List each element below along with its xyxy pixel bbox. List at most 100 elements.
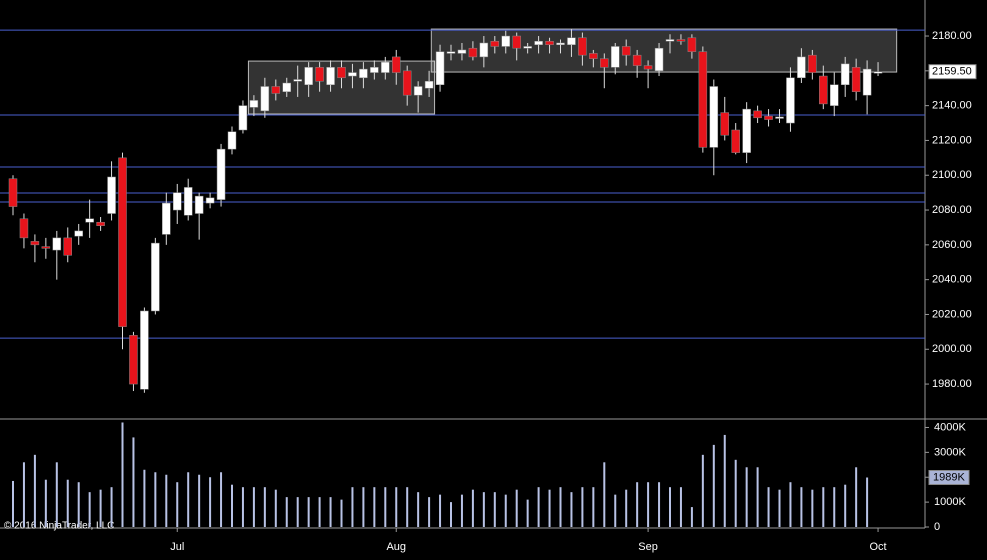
candle-body [381, 61, 390, 73]
volume-bar [537, 487, 540, 527]
volume-bar [132, 437, 135, 527]
volume-bar [548, 489, 551, 527]
volume-bar [176, 482, 179, 527]
last-price-box [928, 64, 977, 80]
volume-bar [263, 487, 266, 527]
candle-body [140, 310, 149, 390]
volume-bar [33, 454, 36, 527]
candle-body [392, 56, 401, 73]
y-tick-label: 1000K [934, 496, 966, 508]
volume-bar [307, 497, 310, 527]
candle-body [512, 35, 521, 49]
candle-body [41, 246, 51, 249]
volume-bar [231, 484, 233, 527]
volume-bar [252, 487, 255, 527]
volume-bar [384, 487, 387, 527]
candle-body [632, 54, 642, 66]
candle-body [687, 37, 697, 52]
candle-body [534, 40, 543, 45]
last-volume-box [928, 470, 970, 486]
candle-body [830, 84, 839, 106]
volume-bar [669, 487, 671, 527]
volume-bar [778, 489, 781, 527]
candle-body [851, 67, 861, 92]
volume-bar [690, 507, 693, 527]
volume-bar [44, 479, 47, 527]
volume-bar [756, 467, 759, 527]
volume-bar [154, 472, 157, 527]
y-tick-label: 2040.00 [932, 274, 972, 286]
y-tick-label: 2060.00 [932, 239, 972, 251]
candle-body [676, 39, 686, 42]
volume-bar [209, 477, 212, 527]
volume-bar [110, 487, 113, 527]
volume-bar [559, 487, 562, 527]
candle-body [786, 77, 795, 124]
candle-body [107, 176, 116, 214]
volume-bar [581, 487, 584, 527]
candle-body [282, 82, 291, 92]
candle-body [731, 129, 740, 153]
candle-body [654, 47, 664, 72]
volume-bar [679, 487, 682, 527]
volume-bar [220, 472, 223, 527]
candle-body [304, 67, 313, 85]
volume-bar [351, 487, 354, 527]
y-tick-label: 2020.00 [932, 308, 972, 320]
candle-body [162, 202, 171, 235]
candle-body [490, 40, 500, 47]
volume-bar [373, 487, 376, 527]
candle-body [545, 40, 554, 45]
candle-body [19, 218, 29, 239]
candle-body [183, 187, 193, 216]
candle-body [501, 35, 510, 47]
candle-body [862, 68, 872, 96]
volume-bar [406, 487, 409, 527]
volume-bar [701, 454, 704, 527]
volume-bar [460, 494, 463, 527]
last-volume-label: 1989K [933, 471, 965, 483]
x-tick-label: Oct [869, 541, 886, 553]
candle-body [840, 63, 850, 85]
volume-bar [592, 487, 595, 527]
volume-bar [822, 487, 825, 527]
volume-bar [329, 497, 332, 527]
volume-bar [647, 482, 650, 527]
candle-body [665, 39, 675, 42]
volume-bar [844, 484, 847, 527]
x-tick-label: Sep [638, 541, 658, 553]
volume-bar [450, 502, 452, 527]
volume-bar [526, 499, 529, 527]
volume-bar [12, 480, 14, 527]
candle-body [764, 115, 773, 120]
candle-body [249, 100, 259, 108]
volume-bar [165, 474, 168, 527]
candle-body [205, 197, 215, 204]
volume-bar [493, 492, 496, 527]
volume-bar [866, 477, 869, 527]
volume-bar [800, 487, 803, 527]
zone [430, 28, 898, 73]
volume-bar [811, 489, 814, 527]
watermark: © 2016 NinjaTrader, LLC [4, 521, 114, 532]
volume-bar [439, 494, 442, 527]
candle-body [271, 86, 281, 94]
volume-bar [296, 497, 299, 527]
candle-body [621, 46, 631, 56]
candle-body [742, 108, 751, 153]
candle-body [8, 178, 18, 207]
volume-bar [22, 462, 25, 527]
candle-body [216, 148, 226, 200]
candle-body [413, 86, 423, 96]
candle-body [348, 72, 357, 77]
volume-bar [734, 459, 737, 527]
volume-bar [625, 489, 628, 527]
candle-body [578, 37, 587, 56]
y-tick-label: 0 [934, 521, 940, 533]
volume-bar [855, 467, 858, 527]
candle-body [402, 70, 412, 96]
volume-bar [428, 497, 431, 527]
volume-bar [362, 487, 365, 527]
